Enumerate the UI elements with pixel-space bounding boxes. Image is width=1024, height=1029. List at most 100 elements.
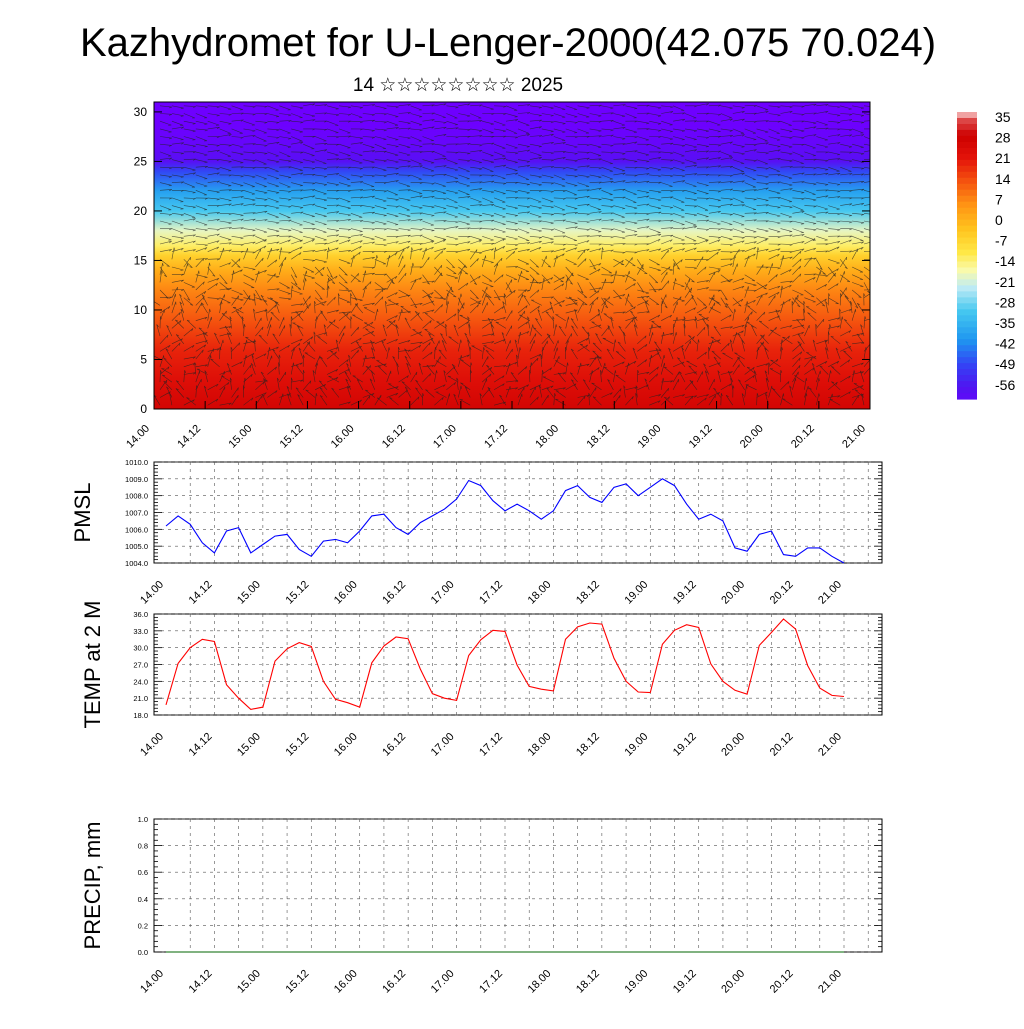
heatmap-x-tick-label: 16.00 bbox=[329, 423, 357, 451]
colorbar-cell bbox=[957, 285, 977, 292]
pmsl-panel-x-tick-label: 15.00 bbox=[235, 579, 263, 607]
precip-panel-x-tick-label: 18.12 bbox=[574, 968, 602, 996]
colorbar-cell bbox=[957, 303, 977, 310]
pmsl-panel-x-tick-label: 19.00 bbox=[622, 579, 650, 607]
colorbar-cell bbox=[957, 256, 977, 263]
precip-panel-x-tick-label: 20.00 bbox=[719, 968, 747, 996]
colorbar-label: -7 bbox=[995, 233, 1008, 249]
colorbar-cell bbox=[957, 220, 977, 227]
colorbar-cell bbox=[957, 250, 977, 257]
colorbar-cell bbox=[957, 339, 977, 346]
precip-panel-y-tick-label: 0.0 bbox=[138, 948, 148, 957]
temp-panel-x-tick-label: 15.00 bbox=[235, 731, 263, 759]
colorbar-cell bbox=[957, 214, 977, 221]
precip-panel-y-tick-label: 0.4 bbox=[138, 895, 148, 904]
colorbar-cell bbox=[957, 393, 977, 400]
heatmap-x-tick-label: 18.00 bbox=[533, 423, 561, 451]
colorbar-cell bbox=[957, 130, 977, 137]
pmsl-panel-x-tick-label: 18.12 bbox=[574, 579, 602, 607]
temp-panel-x-tick-label: 17.12 bbox=[477, 731, 505, 759]
colorbar-cell bbox=[957, 184, 977, 191]
heatmap-x-tick-label: 18.12 bbox=[584, 423, 612, 451]
heatmap-x-tick-label: 17.00 bbox=[431, 423, 459, 451]
precip-panel-x-tick-label: 16.00 bbox=[332, 968, 360, 996]
temp-panel-x-tick-label: 19.00 bbox=[622, 731, 650, 759]
precip-panel-frame bbox=[154, 819, 882, 952]
colorbar-cell bbox=[957, 160, 977, 167]
pmsl-panel-x-tick-label: 19.12 bbox=[671, 579, 699, 607]
temp-panel-y-tick-label: 21.0 bbox=[133, 694, 148, 703]
pmsl-panel-y-label: PMSL bbox=[70, 483, 95, 543]
colorbar-cell bbox=[957, 279, 977, 286]
precip-panel-x-tick-label: 17.12 bbox=[477, 968, 505, 996]
precip-panel-y-tick-label: 0.8 bbox=[138, 842, 148, 851]
heatmap-x-tick-label: 19.00 bbox=[636, 423, 664, 451]
precip-panel-x-tick-label: 14.12 bbox=[187, 968, 215, 996]
colorbar-label: 14 bbox=[995, 171, 1011, 187]
temp-panel-y-tick-label: 36.0 bbox=[133, 610, 148, 619]
colorbar-label: 0 bbox=[995, 212, 1003, 228]
pmsl-panel-x-tick-label: 16.12 bbox=[380, 579, 408, 607]
pmsl-panel: 1004.01005.01006.01007.01008.01009.01010… bbox=[70, 458, 882, 607]
temp-panel-x-tick-label: 15.12 bbox=[283, 731, 311, 759]
heatmap-x-tick-label: 20.00 bbox=[738, 423, 766, 451]
colorbar-cell bbox=[957, 148, 977, 155]
heatmap-x-tick-label: 15.00 bbox=[226, 423, 254, 451]
chart-title: Kazhydromet for U-Lenger-2000(42.075 70.… bbox=[80, 21, 936, 65]
colorbar-cell bbox=[957, 178, 977, 185]
pmsl-panel-x-tick-label: 20.00 bbox=[719, 579, 747, 607]
chart-subtitle: 14 ☆☆☆☆☆☆☆☆ 2025 bbox=[353, 75, 563, 96]
colorbar-cell bbox=[957, 261, 977, 268]
temp-panel-x-tick-label: 19.12 bbox=[671, 731, 699, 759]
colorbar-cell bbox=[957, 333, 977, 340]
colorbar-cell bbox=[957, 327, 977, 334]
colorbar-label: -21 bbox=[995, 274, 1015, 290]
heatmap-y-tick-label: 15 bbox=[134, 253, 148, 267]
colorbar-label: 28 bbox=[995, 130, 1011, 146]
temp-panel-y-tick-label: 30.0 bbox=[133, 644, 148, 653]
temp-panel-x-tick-label: 20.12 bbox=[768, 731, 796, 759]
colorbar-label: 7 bbox=[995, 191, 1003, 207]
pmsl-panel-y-tick-label: 1005.0 bbox=[125, 542, 148, 551]
pmsl-panel-y-tick-label: 1010.0 bbox=[125, 458, 148, 467]
temp-panel-y-tick-label: 33.0 bbox=[133, 627, 148, 636]
precip-panel-x-tick-label: 17.00 bbox=[429, 968, 457, 996]
temp-panel-x-tick-label: 16.12 bbox=[380, 731, 408, 759]
pmsl-panel-y-tick-label: 1006.0 bbox=[125, 525, 148, 534]
heatmap-y-tick-label: 5 bbox=[140, 352, 147, 366]
colorbar-cell bbox=[957, 136, 977, 143]
colorbar-cell bbox=[957, 369, 977, 376]
pmsl-panel-x-tick-label: 14.12 bbox=[187, 579, 215, 607]
colorbar-cell bbox=[957, 196, 977, 203]
pmsl-panel-x-tick-label: 17.00 bbox=[429, 579, 457, 607]
colorbar-cell bbox=[957, 208, 977, 215]
colorbar-cell bbox=[957, 124, 977, 131]
precip-panel-y-tick-label: 0.2 bbox=[138, 921, 148, 930]
heatmap-x-tick-label: 16.12 bbox=[380, 423, 408, 451]
precip-panel-x-tick-label: 19.12 bbox=[671, 968, 699, 996]
colorbar-cell bbox=[957, 118, 977, 125]
pmsl-panel-y-tick-label: 1008.0 bbox=[125, 492, 148, 501]
temp-panel-x-tick-label: 18.00 bbox=[526, 731, 554, 759]
colorbar-label: -35 bbox=[995, 315, 1015, 331]
temp-panel-x-tick-label: 20.00 bbox=[719, 731, 747, 759]
precip-panel-x-tick-label: 14.00 bbox=[138, 968, 166, 996]
pmsl-panel-x-tick-label: 18.00 bbox=[526, 579, 554, 607]
precip-panel-y-label: PRECIP, mm bbox=[80, 822, 105, 950]
colorbar-cell bbox=[957, 351, 977, 358]
colorbar-cell bbox=[957, 291, 977, 298]
precip-panel-y-tick-label: 0.6 bbox=[138, 868, 148, 877]
colorbar-cell bbox=[957, 375, 977, 382]
temp-panel-y-tick-label: 27.0 bbox=[133, 661, 148, 670]
colorbar-cell bbox=[957, 190, 977, 197]
pmsl-panel-y-tick-label: 1004.0 bbox=[125, 559, 148, 568]
colorbar-label: -42 bbox=[995, 336, 1015, 352]
colorbar-cell bbox=[957, 315, 977, 322]
precip-panel-x-tick-label: 19.00 bbox=[622, 968, 650, 996]
heatmap-y-tick-label: 0 bbox=[140, 402, 147, 416]
